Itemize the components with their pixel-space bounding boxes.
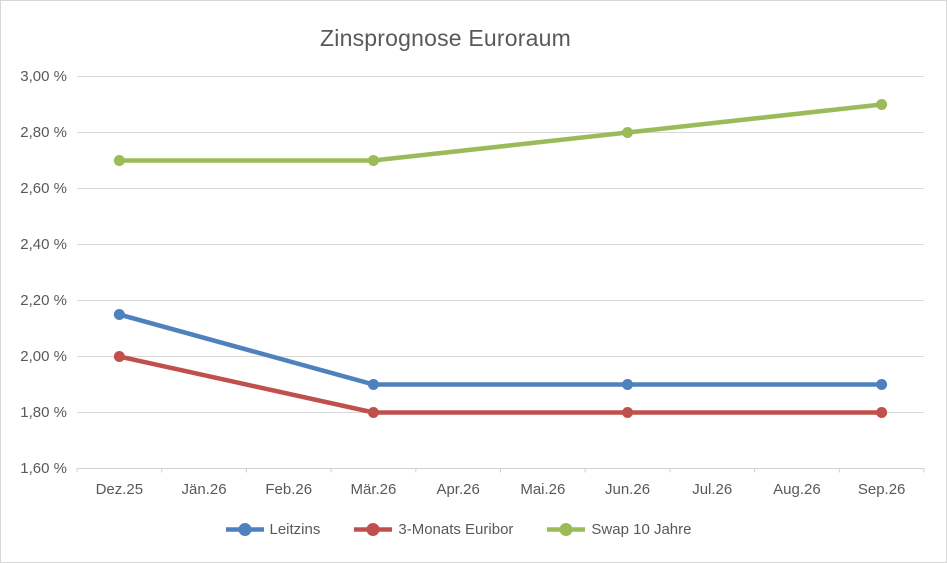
legend-marker-icon — [225, 523, 264, 536]
legend-label: Leitzins — [269, 521, 321, 538]
x-tick-label: Apr.26 — [436, 480, 480, 498]
legend-item-3-monats-euribor: 3-Monats Euribor — [354, 521, 513, 538]
y-tick-label: 2,60 % — [20, 179, 67, 197]
y-tick-label: 1,60 % — [20, 459, 67, 477]
series-line-swap-10-jahre — [117, 102, 884, 163]
legend-marker-icon — [354, 523, 393, 536]
chart-title: Zinsprognose Euroraum — [320, 25, 571, 51]
x-tick-label: Jun.26 — [605, 480, 651, 498]
data-point-swap-10-jahre — [113, 155, 125, 166]
legend-item-leitzins: Leitzins — [225, 521, 321, 538]
data-point-3-monats-euribor — [876, 407, 888, 418]
data-point-leitzins — [367, 379, 379, 390]
x-tick-label: Mai.26 — [520, 480, 566, 498]
data-point-swap-10-jahre — [622, 127, 634, 138]
data-point-3-monats-euribor — [113, 351, 125, 362]
x-tick-label: Jän.26 — [181, 480, 227, 498]
x-tick-label: Jul.26 — [692, 480, 733, 498]
legend: Leitzins 3-Monats Euribor Swap 10 Jahre — [1, 521, 916, 538]
x-tick-label: Mär.26 — [350, 480, 397, 498]
y-tick-label: 2,40 % — [20, 235, 67, 253]
data-point-swap-10-jahre — [876, 99, 888, 110]
x-tick-label: Feb.26 — [265, 480, 313, 498]
legend-label: 3-Monats Euribor — [398, 521, 514, 538]
x-tick-label: Sep.26 — [857, 480, 906, 498]
data-point-3-monats-euribor — [367, 407, 379, 418]
legend-item-swap-10-jahre: Swap 10 Jahre — [547, 521, 692, 538]
y-tick-label: 2,00 % — [20, 347, 67, 365]
x-tick-label: Dez.25 — [95, 480, 144, 498]
series-line-leitzins — [117, 312, 884, 387]
data-point-leitzins — [876, 379, 888, 390]
data-point-leitzins — [113, 309, 125, 320]
x-tick-label: Aug.26 — [773, 480, 821, 498]
data-point-swap-10-jahre — [367, 155, 379, 166]
y-tick-label: 2,80 % — [20, 123, 67, 141]
y-tick-label: 3,00 % — [20, 67, 67, 85]
y-tick-label: 1,80 % — [20, 403, 67, 421]
data-point-leitzins — [622, 379, 634, 390]
legend-marker-icon — [547, 523, 586, 536]
data-point-3-monats-euribor — [622, 407, 634, 418]
legend-label: Swap 10 Jahre — [591, 521, 692, 538]
y-tick-label: 2,20 % — [20, 291, 67, 309]
series-line-3-monats-euribor — [117, 354, 884, 415]
